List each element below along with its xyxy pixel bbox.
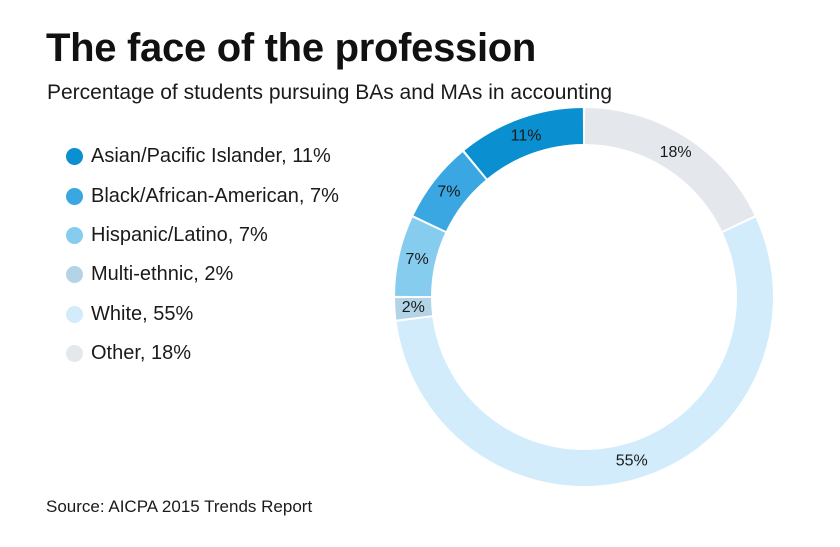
legend-label: White, 55% xyxy=(91,302,194,325)
legend-label: Other, 18% xyxy=(91,342,192,365)
donut-slice-hispanic-latino xyxy=(395,217,446,297)
donut-slice-asian-pacific-islander xyxy=(464,108,584,179)
legend-item-hispanic-latino: Hispanic/Latino, 7% xyxy=(66,216,339,255)
data-label-multi-ethnic: 2% xyxy=(402,299,425,316)
data-label-other: 18% xyxy=(660,144,692,161)
legend-swatch xyxy=(66,226,83,244)
data-label-asian-pacific-islander: 11% xyxy=(511,128,542,145)
legend-swatch xyxy=(66,187,83,205)
legend-label: Hispanic/Latino, 7% xyxy=(91,223,268,246)
legend-label: Asian/Pacific Islander, 11% xyxy=(91,145,331,168)
legend-swatch xyxy=(66,305,83,323)
legend-item-asian-pacific-islander: Asian/Pacific Islander, 11% xyxy=(66,137,339,176)
legend-label: Multi-ethnic, 2% xyxy=(91,263,234,286)
legend-swatch xyxy=(66,345,83,363)
legend-label: Black/African-American, 7% xyxy=(91,184,339,207)
donut-slice-black-african-american xyxy=(413,152,486,232)
data-label-black-african-american: 7% xyxy=(437,184,460,201)
donut-slice-multi-ethnic xyxy=(395,297,433,320)
donut-slice-white xyxy=(396,217,774,487)
donut-slice-other xyxy=(584,108,755,232)
source-note: Source: AICPA 2015 Trends Report xyxy=(46,497,313,516)
legend-swatch xyxy=(66,148,83,166)
legend-swatch xyxy=(66,266,83,284)
legend-item-multi-ethnic: Multi-ethnic, 2% xyxy=(66,255,339,294)
legend-item-other: Other, 18% xyxy=(66,334,339,373)
legend-item-black-african-american: Black/African-American, 7% xyxy=(66,176,339,215)
data-label-hispanic-latino: 7% xyxy=(406,251,429,268)
chart-subtitle: Percentage of students pursuing BAs and … xyxy=(47,81,613,104)
legend-item-white: White, 55% xyxy=(66,295,339,334)
legend: Asian/Pacific Islander, 11% Black/Africa… xyxy=(66,137,339,373)
chart-title: The face of the profession xyxy=(46,26,537,70)
data-label-white: 55% xyxy=(616,453,648,470)
